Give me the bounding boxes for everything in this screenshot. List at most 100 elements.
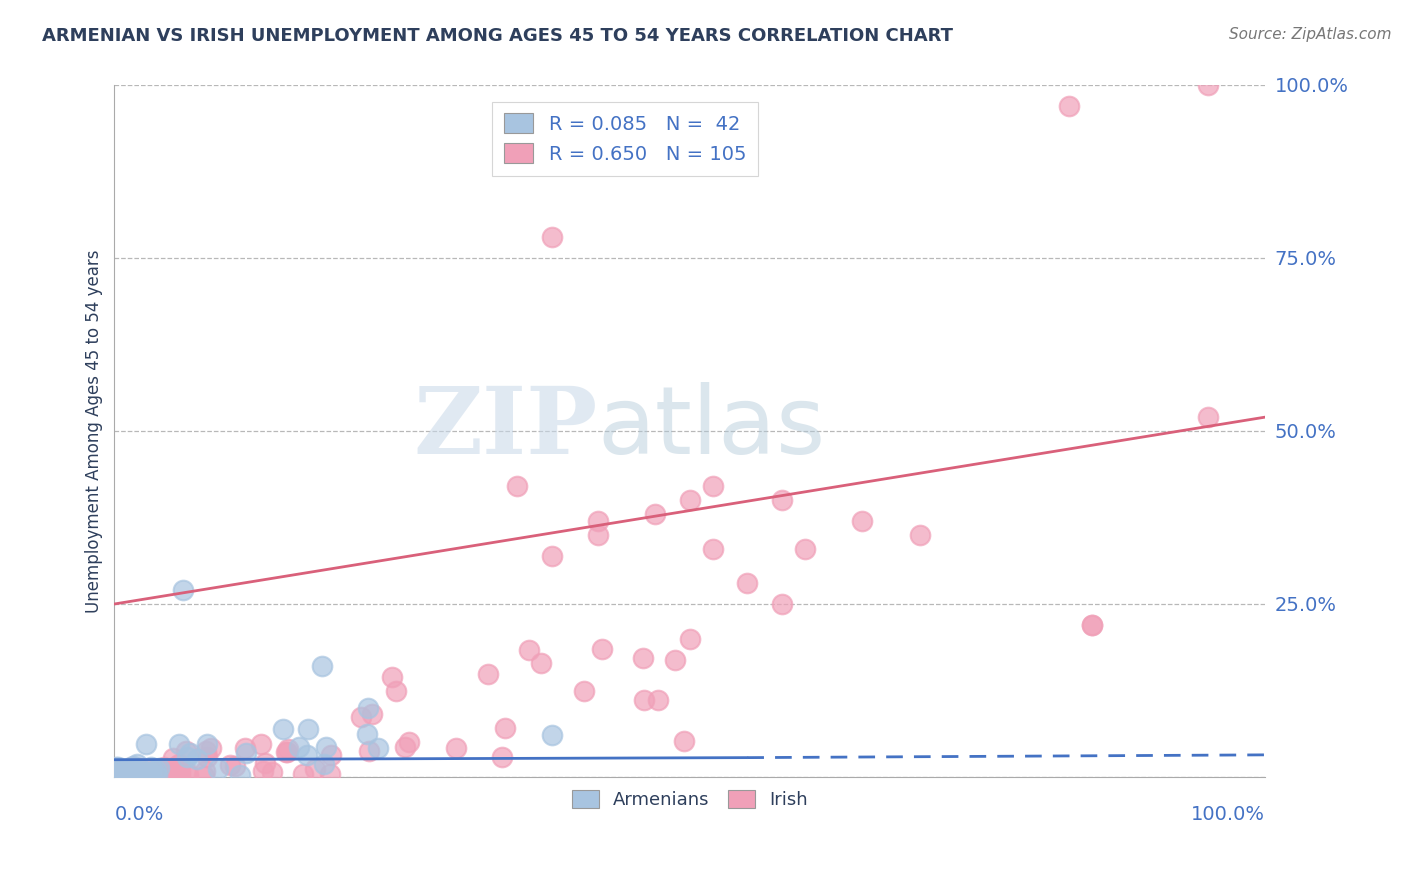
Irish [274, 745, 297, 759]
Irish [530, 657, 553, 671]
Armenians [311, 659, 333, 673]
Irish [153, 760, 176, 774]
Armenians [207, 762, 229, 776]
Irish [494, 721, 516, 735]
Irish [444, 740, 467, 755]
Armenians [229, 768, 252, 782]
Armenians [176, 749, 198, 764]
Irish [121, 760, 143, 774]
Armenians [104, 760, 127, 774]
Irish [127, 767, 149, 781]
Irish [381, 670, 404, 684]
Irish [702, 541, 724, 556]
Irish [108, 767, 131, 781]
Irish [128, 761, 150, 775]
Irish [166, 768, 188, 782]
Text: 100.0%: 100.0% [1191, 805, 1265, 823]
Irish [908, 528, 931, 542]
Armenians [124, 770, 146, 784]
Text: ARMENIAN VS IRISH UNEMPLOYMENT AMONG AGES 45 TO 54 YEARS CORRELATION CHART: ARMENIAN VS IRISH UNEMPLOYMENT AMONG AGE… [42, 27, 953, 45]
Irish [177, 767, 200, 781]
Irish [851, 514, 873, 528]
Armenians [139, 766, 162, 780]
Armenians [356, 727, 378, 741]
Armenians [136, 765, 159, 780]
Irish [793, 541, 815, 556]
Irish [1081, 617, 1104, 632]
Armenians [107, 764, 129, 778]
Irish [150, 763, 173, 777]
Irish [146, 768, 169, 782]
Irish [149, 763, 172, 777]
Armenians [141, 760, 163, 774]
Irish [104, 767, 127, 781]
Irish [644, 507, 666, 521]
Armenians [172, 583, 194, 598]
Armenians [128, 764, 150, 779]
Armenians [195, 737, 218, 751]
Irish [1197, 410, 1219, 425]
Irish [384, 684, 406, 698]
Irish [145, 763, 167, 777]
Irish [254, 756, 277, 771]
Irish [517, 642, 540, 657]
Irish [540, 549, 562, 563]
Armenians [356, 700, 378, 714]
Y-axis label: Unemployment Among Ages 45 to 54 years: Unemployment Among Ages 45 to 54 years [86, 249, 103, 613]
Irish [394, 739, 416, 754]
Irish [104, 767, 127, 781]
Irish [103, 760, 125, 774]
Irish [633, 693, 655, 707]
Irish [679, 493, 702, 508]
Irish [540, 230, 562, 244]
Armenians [117, 761, 139, 775]
Irish [233, 741, 256, 756]
Armenians [167, 737, 190, 751]
Armenians [288, 739, 311, 754]
Armenians [121, 764, 143, 779]
Irish [105, 768, 128, 782]
Irish [291, 766, 314, 780]
Irish [159, 770, 181, 784]
Irish [702, 479, 724, 493]
Armenians [148, 761, 170, 775]
Irish [319, 748, 342, 763]
Armenians [297, 748, 319, 763]
Armenians [179, 747, 201, 761]
Irish [162, 750, 184, 764]
Text: ZIP: ZIP [413, 383, 598, 473]
Irish [586, 514, 609, 528]
Armenians [107, 762, 129, 776]
Irish [770, 493, 793, 508]
Irish [124, 769, 146, 783]
Text: 0.0%: 0.0% [114, 805, 163, 823]
Irish [350, 710, 373, 724]
Armenians [271, 722, 294, 736]
Armenians [127, 757, 149, 772]
Armenians [135, 737, 157, 751]
Irish [136, 767, 159, 781]
Irish [121, 764, 143, 779]
Irish [176, 765, 198, 780]
Irish [169, 767, 191, 781]
Irish [118, 763, 141, 777]
Armenians [127, 764, 149, 778]
Irish [224, 759, 246, 773]
Irish [572, 683, 595, 698]
Irish [318, 767, 340, 781]
Irish [398, 735, 420, 749]
Text: Source: ZipAtlas.com: Source: ZipAtlas.com [1229, 27, 1392, 42]
Armenians [121, 759, 143, 773]
Irish [163, 760, 186, 774]
Irish [506, 479, 529, 493]
Armenians [315, 740, 337, 755]
Irish [194, 764, 217, 778]
Irish [129, 764, 152, 779]
Irish [770, 597, 793, 611]
Armenians [124, 764, 146, 778]
Irish [169, 764, 191, 778]
Irish [304, 762, 326, 776]
Irish [125, 770, 148, 784]
Legend: Armenians, Irish: Armenians, Irish [564, 782, 815, 816]
Armenians [312, 756, 335, 771]
